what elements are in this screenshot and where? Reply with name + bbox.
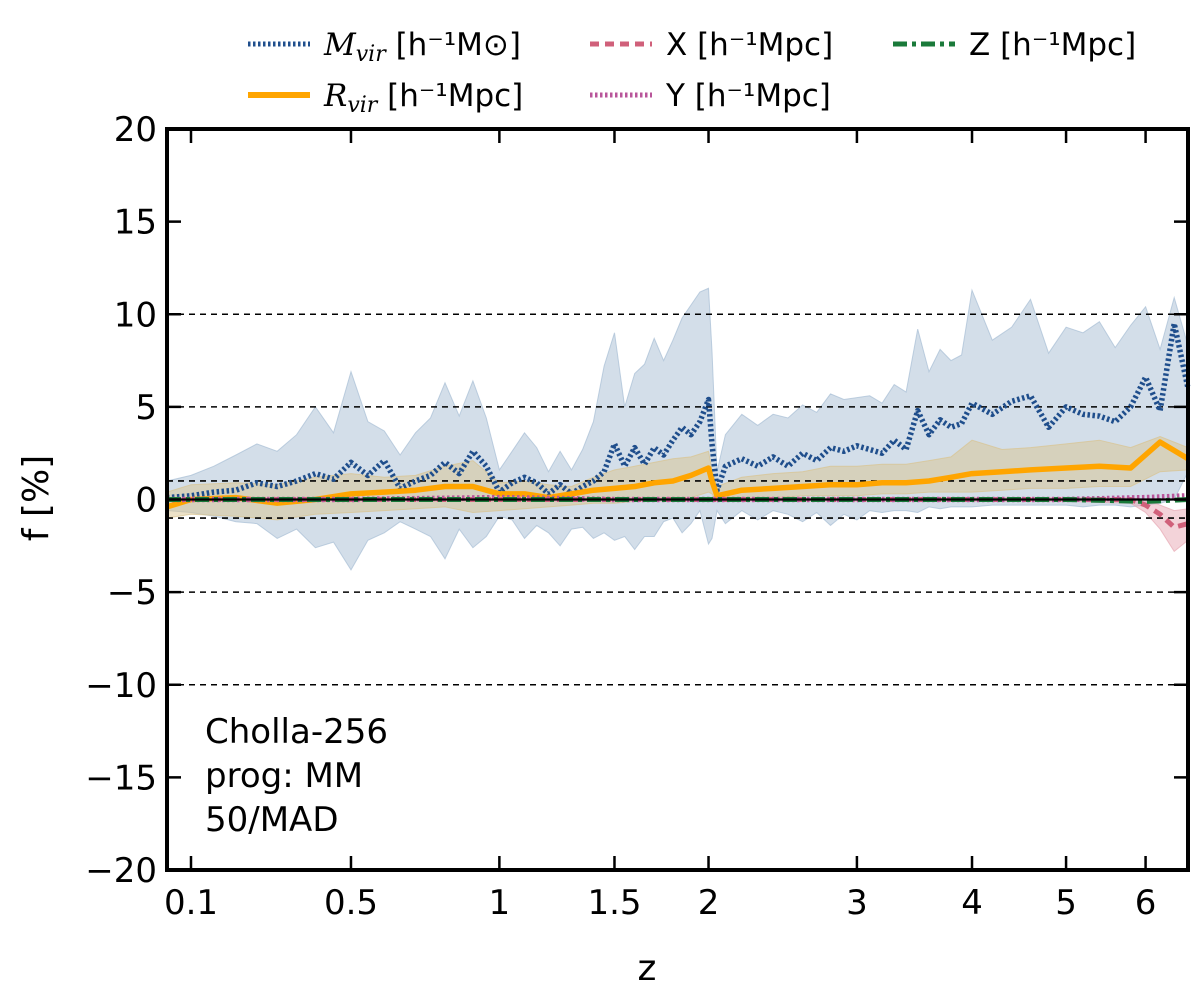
x-tick-label: 6 <box>1135 883 1157 923</box>
legend: Mvir [h⁻¹M⊙] Rvir [h⁻¹Mpc] X [h⁻¹Mpc] Y [h⁻… <box>248 27 1136 118</box>
x-tick-label: 0.1 <box>164 883 218 923</box>
y-axis-label: f [%] <box>16 455 57 541</box>
y-tick-label: −15 <box>85 758 157 798</box>
y-tick-label: −10 <box>85 666 157 706</box>
x-tick-label: 2 <box>698 883 720 923</box>
x-tick-label: 0.5 <box>324 883 378 923</box>
legend-label-y: Y [h⁻¹Mpc] <box>665 78 831 114</box>
y-tick-label: −5 <box>107 573 157 613</box>
legend-label-z: Z [h⁻¹Mpc] <box>969 27 1136 63</box>
y-tick-label: 15 <box>114 203 157 243</box>
tick-labels: −20 −15 −10 −5 0 5 10 15 20 0.1 0.5 1 1.5 2 3 4 5 6 <box>85 110 1156 923</box>
legend-label-rvir: Rvir [h⁻¹Mpc] <box>323 78 523 118</box>
annotation-line: prog: MM <box>205 756 363 796</box>
annotation-line: 50/MAD <box>205 800 339 840</box>
annotation-line: Cholla-256 <box>205 712 388 752</box>
y-tick-label: 20 <box>114 110 157 150</box>
x-tick-label: 1.5 <box>587 883 641 923</box>
y-tick-label: 10 <box>114 295 157 335</box>
x-tick-label: 4 <box>961 883 983 923</box>
legend-label-x: X [h⁻¹Mpc] <box>666 27 833 63</box>
x-tick-label: 5 <box>1055 883 1077 923</box>
series-line-1 <box>166 439 1190 510</box>
y-tick-label: −20 <box>85 851 157 891</box>
x-tick-label: 3 <box>846 883 868 923</box>
x-axis-label: z <box>638 948 657 989</box>
grid-lines <box>167 313 1188 686</box>
y-tick-label: 5 <box>135 388 157 428</box>
series-lines <box>166 320 1191 530</box>
legend-label-mvir: Mvir [h⁻¹M⊙] <box>323 27 521 67</box>
ticks <box>167 127 1188 872</box>
series-line-0 <box>166 320 1191 501</box>
y-tick-label: 0 <box>135 481 157 521</box>
x-tick-label: 1 <box>489 883 511 923</box>
